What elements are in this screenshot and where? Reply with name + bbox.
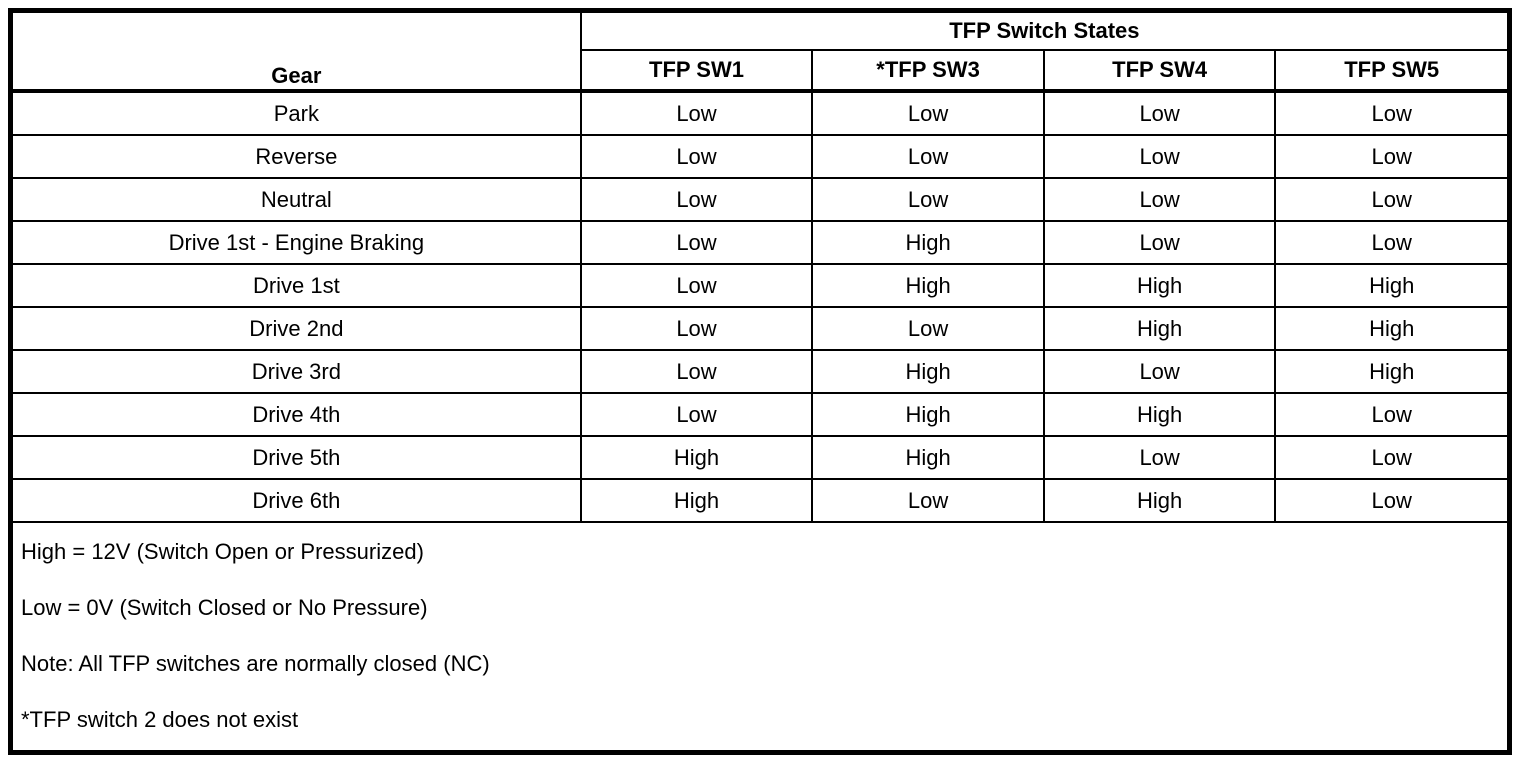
state-cell: Low — [811, 177, 1045, 222]
state-cell: Low — [811, 478, 1045, 523]
gear-cell: Drive 5th — [13, 435, 582, 480]
state-cell: Low — [1042, 90, 1277, 136]
footnotes: High = 12V (Switch Open or Pressurized) … — [13, 523, 1507, 750]
column-header-tfp-sw4: TFP SW4 — [1042, 49, 1277, 93]
tfp-switch-states-panel: Gear TFP Switch States TFP SW1 *TFP SW3 … — [8, 8, 1512, 755]
state-cell: Low — [1042, 220, 1277, 265]
note-high-definition: High = 12V (Switch Open or Pressurized) — [21, 539, 424, 564]
state-cell: Low — [1042, 134, 1277, 179]
state-cell: Low — [1274, 90, 1507, 136]
state-cell: Low — [1274, 392, 1507, 437]
gear-cell: Reverse — [13, 134, 582, 179]
table-row: Reverse Low Low Low Low — [13, 134, 1507, 179]
state-cell: High — [1042, 392, 1277, 437]
gear-cell: Drive 1st — [13, 263, 582, 308]
state-cell: Low — [1042, 349, 1277, 394]
state-cell: High — [811, 263, 1045, 308]
note-sw2-does-not-exist: *TFP switch 2 does not exist — [21, 707, 299, 732]
table-row: Park Low Low Low Low — [13, 90, 1507, 136]
state-cell: Low — [579, 177, 814, 222]
state-cell: Low — [579, 306, 814, 351]
gear-cell: Drive 1st - Engine Braking — [13, 220, 582, 265]
group-header-tfp-switch-states: TFP Switch States — [579, 13, 1507, 51]
column-header-row: TFP SW1 *TFP SW3 TFP SW4 TFP SW5 — [13, 49, 1507, 93]
state-cell: High — [1042, 306, 1277, 351]
state-cell: High — [1042, 478, 1277, 523]
gear-cell: Drive 4th — [13, 392, 582, 437]
table-row: Drive 5th High High Low Low — [13, 435, 1507, 480]
table-row: Drive 6th High Low High Low — [13, 478, 1507, 523]
state-cell: Low — [579, 263, 814, 308]
state-cell: High — [811, 392, 1045, 437]
column-header-tfp-sw5: TFP SW5 — [1274, 49, 1507, 93]
state-cell: Low — [579, 349, 814, 394]
note-low-definition: Low = 0V (Switch Closed or No Pressure) — [21, 595, 428, 620]
group-header-row: Gear TFP Switch States — [13, 13, 1507, 93]
state-cell: High — [579, 435, 814, 480]
state-cell: Low — [579, 90, 814, 136]
state-cell: Low — [1042, 177, 1277, 222]
state-cell: Low — [811, 134, 1045, 179]
state-cell: Low — [1274, 177, 1507, 222]
gear-cell: Drive 6th — [13, 478, 582, 523]
table-row: Drive 2nd Low Low High High — [13, 306, 1507, 351]
state-cell: High — [1274, 263, 1507, 308]
table-row: Drive 1st - Engine Braking Low High Low … — [13, 220, 1507, 265]
state-cell: High — [1274, 306, 1507, 351]
state-cell: Low — [579, 220, 814, 265]
state-cell: High — [1274, 349, 1507, 394]
state-cell: High — [811, 349, 1045, 394]
state-cell: Low — [579, 134, 814, 179]
state-cell: High — [811, 220, 1045, 265]
state-cell: Low — [1274, 134, 1507, 179]
column-header-tfp-sw3: *TFP SW3 — [811, 49, 1045, 93]
state-cell: Low — [1274, 435, 1507, 480]
gear-cell: Drive 2nd — [13, 306, 582, 351]
state-cell: High — [579, 478, 814, 523]
tfp-switch-states-table: Gear TFP Switch States TFP SW1 *TFP SW3 … — [13, 13, 1507, 523]
gear-cell: Drive 3rd — [13, 349, 582, 394]
table-body: Park Low Low Low Low Reverse Low Low Low… — [13, 90, 1507, 523]
gear-cell: Neutral — [13, 177, 582, 222]
state-cell: Low — [1042, 435, 1277, 480]
state-cell: High — [1042, 263, 1277, 308]
table-row: Drive 1st Low High High High — [13, 263, 1507, 308]
gear-cell: Park — [13, 90, 582, 136]
state-cell: Low — [811, 306, 1045, 351]
table-row: Neutral Low Low Low Low — [13, 177, 1507, 222]
gear-column-header: Gear — [13, 13, 582, 93]
table-row: Drive 4th Low High High Low — [13, 392, 1507, 437]
column-header-tfp-sw1: TFP SW1 — [579, 49, 814, 93]
state-cell: High — [811, 435, 1045, 480]
note-normally-closed: Note: All TFP switches are normally clos… — [21, 651, 490, 676]
table-row: Drive 3rd Low High Low High — [13, 349, 1507, 394]
table-header: Gear TFP Switch States TFP SW1 *TFP SW3 … — [13, 13, 1507, 93]
state-cell: Low — [1274, 478, 1507, 523]
state-cell: Low — [579, 392, 814, 437]
state-cell: Low — [811, 90, 1045, 136]
state-cell: Low — [1274, 220, 1507, 265]
